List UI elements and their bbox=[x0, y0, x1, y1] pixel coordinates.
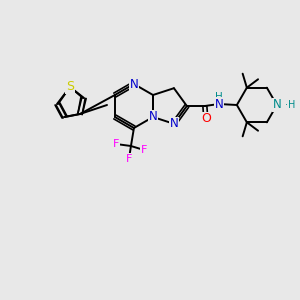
Text: F: F bbox=[141, 145, 147, 155]
Text: F: F bbox=[126, 154, 132, 164]
Text: N: N bbox=[169, 117, 178, 130]
Text: ·H: ·H bbox=[285, 100, 295, 110]
Text: N: N bbox=[130, 77, 138, 91]
Text: S: S bbox=[66, 80, 74, 94]
Text: F: F bbox=[113, 139, 119, 149]
Text: H: H bbox=[215, 92, 223, 102]
Text: N: N bbox=[148, 110, 158, 124]
Text: N: N bbox=[214, 98, 223, 110]
Text: S: S bbox=[66, 80, 74, 94]
Text: N: N bbox=[272, 98, 281, 112]
Text: O: O bbox=[201, 112, 211, 125]
